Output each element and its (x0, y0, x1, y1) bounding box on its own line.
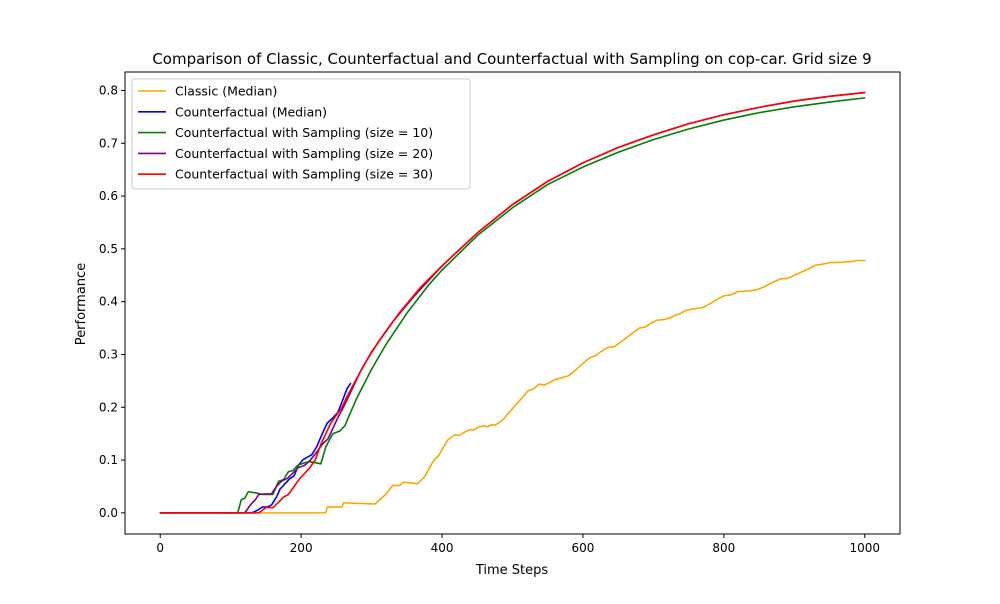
legend-label-1: Classic (Median) (175, 84, 277, 99)
series-line-5 (159, 91, 866, 514)
legend-box (131, 78, 471, 190)
plot-frame (124, 71, 901, 535)
y-tick-label: 0.2 (99, 400, 118, 414)
x-tick-label: 600 (572, 541, 595, 555)
legend-label-2: Counterfactual (Median) (175, 104, 327, 119)
x-axis-ticks: 0 200 400 600 800 1000 (156, 534, 880, 555)
legend-label-5: Counterfactual with Sampling (size = 30) (175, 167, 433, 182)
x-tick-label: 400 (431, 541, 454, 555)
series-line-1 (159, 259, 866, 514)
y-tick-label: 0.4 (99, 295, 118, 309)
legend-label-4: Counterfactual with Sampling (size = 20) (175, 146, 433, 161)
y-tick-label: 0.3 (99, 347, 118, 361)
y-axis-ticks: 0.0 0.1 0.2 0.3 0.4 0.5 0.6 0.7 0.8 (99, 83, 125, 520)
x-axis-label: Time Steps (475, 563, 549, 578)
y-tick-label: 0.5 (99, 242, 118, 256)
y-tick-label: 0.8 (99, 83, 118, 97)
y-tick-label: 0.1 (99, 453, 118, 467)
chart-title: Comparison of Classic, Counterfactual an… (152, 50, 871, 68)
x-tick-label: 1000 (849, 541, 880, 555)
legend-label-3: Counterfactual with Sampling (size = 10) (175, 125, 433, 140)
x-tick-label: 0 (156, 541, 164, 555)
y-axis-label: Performance (74, 263, 89, 345)
x-tick-label: 200 (290, 541, 313, 555)
series-layer (159, 91, 866, 514)
y-tick-label: 0.0 (99, 506, 118, 520)
y-tick-label: 0.6 (99, 189, 118, 203)
legend: Classic (Median) Counterfactual (Median) C… (131, 78, 471, 190)
x-tick-label: 800 (712, 541, 735, 555)
y-tick-label: 0.7 (99, 136, 118, 150)
